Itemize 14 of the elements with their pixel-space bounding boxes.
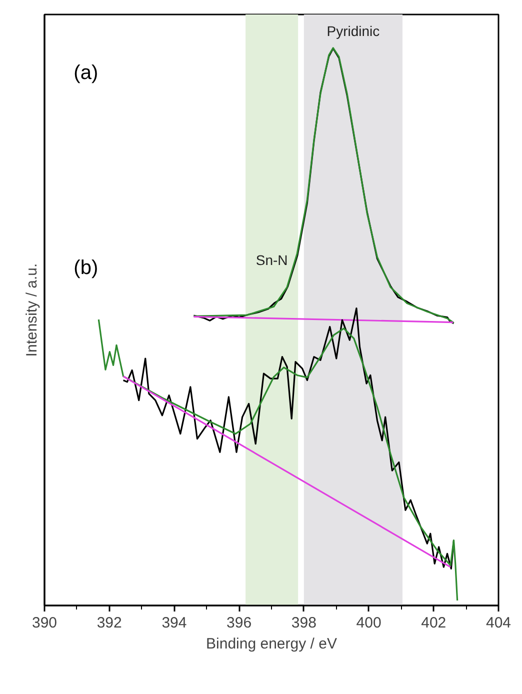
- band-label: Pyridinic: [326, 23, 380, 40]
- y-axis-title: Intensity / a.u.: [24, 263, 40, 357]
- x-axis-title: Binding energy / eV: [206, 636, 337, 652]
- annotation: (b): [74, 257, 98, 280]
- x-tick-label: 394: [162, 614, 187, 632]
- x-tick-label: 396: [226, 614, 252, 632]
- x-tick-label: 398: [291, 614, 316, 632]
- x-tick-label: 404: [486, 614, 512, 632]
- x-tick-label: 392: [96, 614, 122, 632]
- annotation: (a): [74, 62, 98, 84]
- x-tick-label: 402: [421, 614, 446, 632]
- band-label: Sn-N: [256, 252, 288, 268]
- x-tick-label: 390: [32, 614, 58, 632]
- x-tick-label: 400: [356, 614, 382, 632]
